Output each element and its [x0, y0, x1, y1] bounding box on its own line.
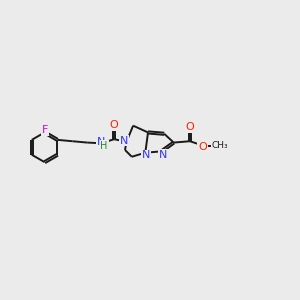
- Text: N: N: [159, 150, 167, 160]
- Text: F: F: [41, 125, 48, 135]
- Text: N: N: [97, 137, 105, 147]
- Text: H: H: [100, 141, 108, 151]
- Text: N: N: [120, 136, 129, 146]
- Text: CH₃: CH₃: [211, 141, 228, 150]
- Text: O: O: [185, 122, 194, 132]
- Text: O: O: [198, 142, 207, 152]
- Text: N: N: [142, 150, 150, 161]
- Text: O: O: [110, 120, 118, 130]
